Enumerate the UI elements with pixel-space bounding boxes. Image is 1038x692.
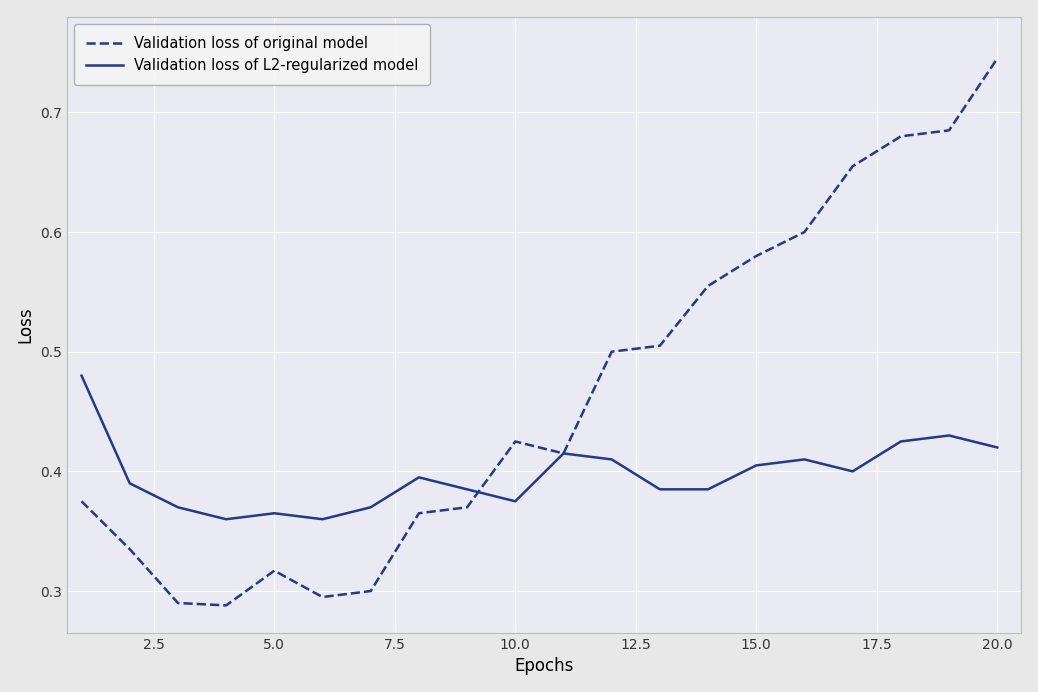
Validation loss of original model [124, 545, 136, 554]
Validation loss of original model [702, 282, 714, 290]
Validation loss of original model [268, 567, 280, 575]
Validation loss of original model [798, 228, 811, 236]
Validation loss of original model [317, 593, 329, 601]
Validation loss of original model [509, 437, 521, 446]
X-axis label: Epochs: Epochs [515, 657, 574, 675]
Validation loss of original model [654, 342, 666, 350]
Legend: Validation loss of original model, Validation loss of L2-regularized model: Validation loss of original model, Valid… [75, 24, 430, 84]
Validation loss of L2-regularized model [413, 473, 426, 482]
Validation loss of L2-regularized model [220, 515, 233, 523]
Validation loss of L2-regularized model [317, 515, 329, 523]
Validation loss of original model [750, 252, 763, 260]
Validation loss of original model [557, 449, 570, 457]
Validation loss of L2-regularized model [702, 485, 714, 493]
Validation loss of L2-regularized model [76, 372, 88, 380]
Validation loss of L2-regularized model [750, 462, 763, 470]
Validation loss of L2-regularized model [557, 449, 570, 457]
Line: Validation loss of original model: Validation loss of original model [82, 59, 998, 606]
Validation loss of L2-regularized model [461, 485, 473, 493]
Validation loss of original model [895, 132, 907, 140]
Validation loss of L2-regularized model [991, 444, 1004, 452]
Validation loss of L2-regularized model [124, 479, 136, 487]
Y-axis label: Loss: Loss [17, 307, 34, 343]
Validation loss of original model [461, 503, 473, 511]
Validation loss of original model [605, 347, 618, 356]
Validation loss of original model [171, 599, 184, 607]
Validation loss of original model [364, 587, 377, 595]
Validation loss of L2-regularized model [846, 467, 858, 475]
Validation loss of L2-regularized model [509, 497, 521, 505]
Validation loss of L2-regularized model [605, 455, 618, 464]
Validation loss of original model [846, 162, 858, 170]
Validation loss of L2-regularized model [895, 437, 907, 446]
Validation loss of original model [943, 126, 955, 134]
Line: Validation loss of L2-regularized model: Validation loss of L2-regularized model [82, 376, 998, 519]
Validation loss of L2-regularized model [943, 431, 955, 439]
Validation loss of original model [413, 509, 426, 518]
Validation loss of L2-regularized model [268, 509, 280, 518]
Validation loss of L2-regularized model [171, 503, 184, 511]
Validation loss of original model [76, 497, 88, 505]
Validation loss of original model [991, 55, 1004, 63]
Validation loss of original model [220, 601, 233, 610]
Validation loss of L2-regularized model [798, 455, 811, 464]
Validation loss of L2-regularized model [364, 503, 377, 511]
Validation loss of L2-regularized model [654, 485, 666, 493]
